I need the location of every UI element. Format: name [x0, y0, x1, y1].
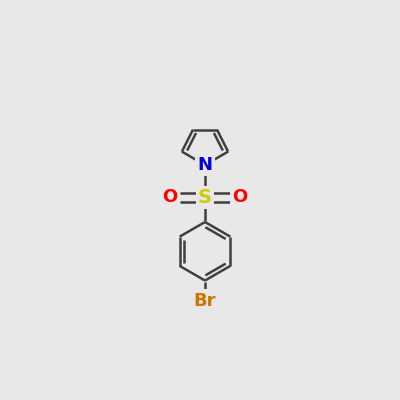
Text: S: S [198, 188, 212, 207]
Text: O: O [162, 188, 178, 206]
Text: N: N [198, 156, 212, 174]
Text: Br: Br [194, 292, 216, 310]
Text: O: O [232, 188, 248, 206]
